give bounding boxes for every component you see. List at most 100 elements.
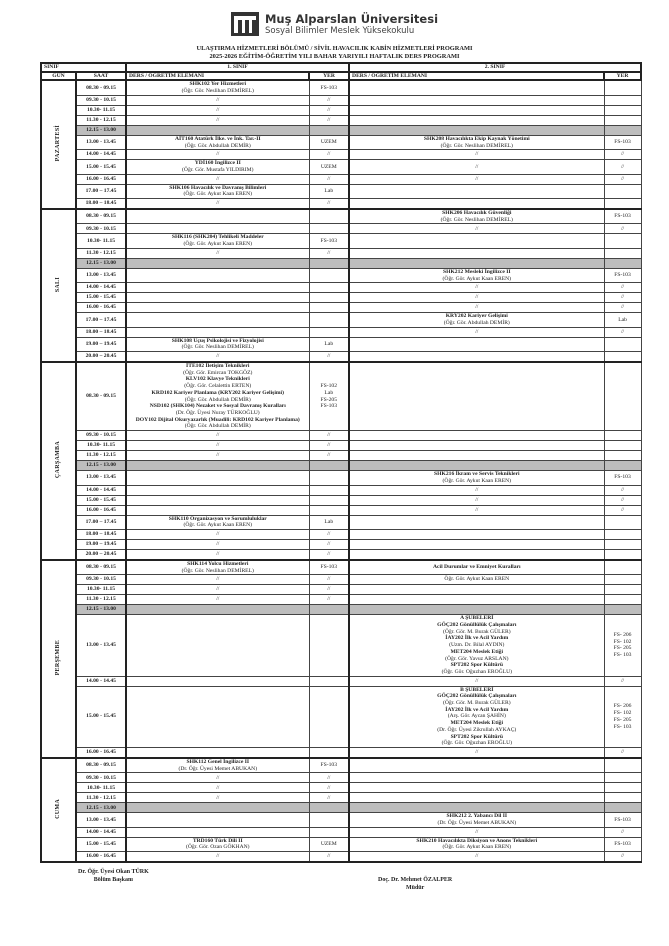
class2-room-cell: // xyxy=(603,484,642,496)
time-slot: 10.30- 11.15 xyxy=(74,440,128,452)
time-slot: 09.30 - 10.15 xyxy=(74,94,128,106)
course-name: TRD160 Türk Dili II xyxy=(192,837,243,844)
class1-room-cell: // xyxy=(308,772,350,784)
lunch-break-row: 12.15 - 13.00 xyxy=(41,460,642,472)
instructor-name: (Öğr. Gör. Aykut Kaan EREN) xyxy=(183,241,252,248)
ditto-mark: // xyxy=(216,200,220,207)
director-title: Müdür xyxy=(405,884,425,891)
time-slot: 10.30- 11.15 xyxy=(74,233,128,249)
course-name: Acil Durumlar ve Emniyet Kuralları xyxy=(433,564,521,571)
class1-course-cell xyxy=(125,484,310,496)
room-label: // xyxy=(620,853,625,860)
ditto-mark: // xyxy=(475,151,479,158)
ditto-mark: // xyxy=(475,294,479,301)
instructor-name: (Öğr. Gör. Neslihan DEMİREL) xyxy=(181,344,254,351)
class1-room-cell xyxy=(308,292,350,304)
class2-room-cell xyxy=(603,558,642,576)
ditto-mark: // xyxy=(475,828,479,835)
class2-course-cell xyxy=(348,361,605,432)
instructor-name: (Öğr. Gör. Aykut Kaan EREN) xyxy=(442,844,512,851)
time-slot-row: 17.00 – 17.45 KRY202 Kariyer Gelişimi (Öğr… xyxy=(41,312,642,328)
class1-room-cell: Lab xyxy=(308,183,350,200)
time-slot-row: 14.00 - 14.45 // // // // xyxy=(41,149,642,161)
time-slot: 17.00 – 17.45 xyxy=(74,312,128,328)
director-signature: Doç. Dr. Mehmet ÖZALPER Müdür xyxy=(378,877,452,892)
time-slot: 12.15 - 13.00 xyxy=(74,124,128,136)
class2-room-cell xyxy=(603,440,642,452)
class1-room-cell xyxy=(308,267,350,284)
lunch-cell xyxy=(125,124,310,136)
time-slot-row: PAZARTESİ 08.30 - 09.15 SHK102 Yer Hizmetl… xyxy=(40,79,642,211)
time-slot-row: 13.00 - 13.45 A ŞUBELERİ GÖÇ202 Gönüllülük… xyxy=(41,614,642,677)
course-name: AİT160 Atatürk İlke. ve İnk. Tar.-II xyxy=(174,135,261,142)
class1-course-cell xyxy=(125,267,310,284)
schedule-title: 2025-2026 EĞİTİM-ÖĞRETİM YILI BAHAR YARI… xyxy=(209,52,460,60)
class2-room-cell: FS-103 xyxy=(603,134,642,151)
class2-course-cell: SHK210 Havacılıkta Diksiyon ve Anons Tek… xyxy=(348,836,605,853)
class2-room-cell: // xyxy=(603,292,642,304)
class1-room-col-header: YER xyxy=(308,70,351,82)
course-name: SHK210 Havacılıkta Diksiyon ve Anons Tek… xyxy=(416,837,538,844)
class2-course-cell: // xyxy=(348,149,605,161)
class2-course-cell xyxy=(348,247,605,259)
class1-room-cell xyxy=(308,208,350,225)
room-label: FS-103 xyxy=(320,403,338,410)
ditto-mark: // xyxy=(216,353,220,360)
class1-room-cell: // xyxy=(308,594,350,606)
class1-room-cell xyxy=(308,746,350,759)
time-slot: 10.30- 11.15 xyxy=(74,104,128,116)
class2-course-cell xyxy=(348,756,605,774)
class1-room-cell: // xyxy=(308,94,350,106)
time-slot-row: 13.00 - 13.45 SHK212 2. Yabancı Dil II (Dr… xyxy=(41,812,642,828)
course-name: SHK112 Genel İngilizce II xyxy=(186,758,250,765)
ditto-mark: // xyxy=(216,96,220,103)
time-slot: 11.30 - 12.15 xyxy=(74,792,128,804)
class1-course-cell: // xyxy=(125,450,310,462)
room-label: // xyxy=(620,496,625,503)
instructor-name: (Dr. Öğr. Üyesi Zikrullah AYKAÇ) xyxy=(437,726,517,733)
class1-course-cell: // xyxy=(125,574,310,586)
lunch-cell xyxy=(348,802,605,814)
ditto-mark: // xyxy=(216,175,220,182)
ditto-mark: // xyxy=(216,541,220,548)
class1-course-cell: // xyxy=(125,114,310,126)
class1-course-cell: // xyxy=(125,538,310,550)
room-label: FS-103 xyxy=(614,841,631,848)
room-label: FS-103 xyxy=(614,213,631,220)
class2-course-cell xyxy=(348,114,605,126)
class1-room-cell xyxy=(308,494,350,506)
time-slot: 17.00 – 17.45 xyxy=(74,183,128,200)
course-name: MET204 Meslek Etiği xyxy=(450,648,504,655)
ditto-mark: // xyxy=(216,853,220,860)
class1-course-cell: // xyxy=(125,548,310,561)
class1-course-cell: SHK112 Genel İngilizce II (Dr. Öğr. Üyesi… xyxy=(125,756,310,774)
class2-course-cell xyxy=(348,198,605,210)
course-name: SHK206 Havacılık Güvenliği xyxy=(442,210,512,217)
room-label: // xyxy=(327,96,331,103)
class1-course-cell xyxy=(125,494,310,506)
course-name: İAY202 İlk ve Acil Yardım xyxy=(445,635,509,642)
ditto-mark: // xyxy=(475,853,479,860)
room-label: // xyxy=(327,784,331,791)
class2-room-cell: FS- 206 FS- 102 FS- 205 FS- 103 xyxy=(603,685,642,748)
schedule-table: SINIF 1. SINIF 2. SINIF GÜN SAAT DERS / … xyxy=(39,62,643,864)
time-slot-row: 09.30 - 10.15 // // xyxy=(41,430,642,442)
time-slot: 15.00 - 15.45 xyxy=(74,836,128,853)
class2-course-cell: B ŞUBELERİ GÖÇ202 Gönüllülük Çalışmaları(… xyxy=(348,685,605,748)
class1-room-cell xyxy=(308,826,350,838)
class2-course-cell: // xyxy=(348,302,605,314)
instructor-name: (Öğr. Gör. Aykut Kaan EREN) xyxy=(442,477,512,484)
class1-course-cell: SHK106 Havacılık ve Davranış Bilimleri (Ö… xyxy=(125,183,310,200)
ditto-mark: // xyxy=(216,774,220,781)
class2-room-cell: // xyxy=(603,851,642,864)
ditto-mark: // xyxy=(216,784,220,791)
class1-room-cell: // xyxy=(308,198,350,210)
class1-course-cell: // xyxy=(125,104,310,116)
time-slot: 12.15 - 13.00 xyxy=(74,604,128,616)
time-slot-row: 20.00 – 20.45 // // xyxy=(41,548,642,561)
room-label: Lab xyxy=(324,518,334,525)
lunch-cell xyxy=(348,460,605,472)
room-label: // xyxy=(620,304,625,311)
time-slot-row: 17.00 – 17.45 SHK106 Havacılık ve Davranı… xyxy=(41,183,642,200)
class2-room-cell xyxy=(603,772,642,784)
